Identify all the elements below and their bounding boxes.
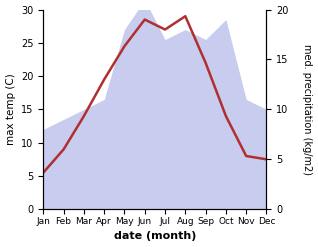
Y-axis label: med. precipitation (kg/m2): med. precipitation (kg/m2) — [302, 44, 313, 175]
Y-axis label: max temp (C): max temp (C) — [5, 74, 16, 145]
X-axis label: date (month): date (month) — [114, 231, 196, 242]
